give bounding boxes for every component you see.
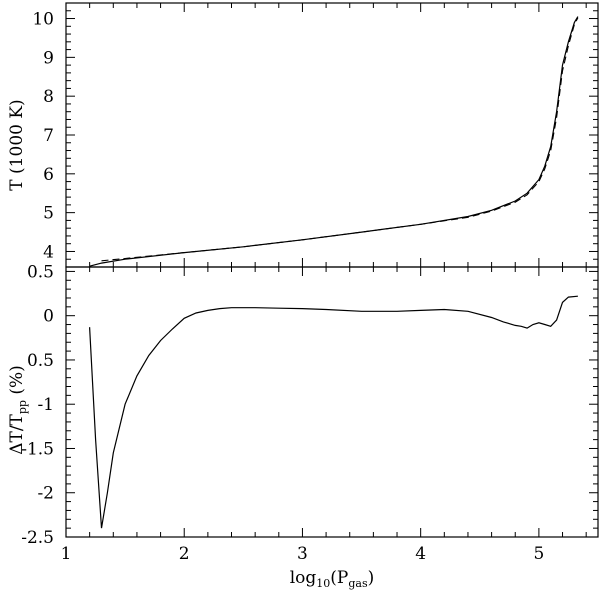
- bottom-y-title-sub: pp: [16, 400, 29, 414]
- bottom-y-tick-label: 0.5: [27, 262, 54, 282]
- bottom-y-tick-label: -2: [37, 484, 54, 504]
- x-tick-label: 3: [297, 544, 308, 564]
- bottom-y-tick-label: -2.5: [21, 528, 54, 548]
- top-panel-frame: [65, 2, 599, 268]
- bottom-series: [89, 295, 578, 529]
- top-y-tick-label: 4: [43, 242, 54, 262]
- x-tick-label: 5: [533, 544, 544, 564]
- bottom-y-title-end: (%): [7, 365, 27, 400]
- bottom-y-tick-label: -1: [37, 395, 54, 415]
- x-title-mid: (P: [330, 568, 348, 588]
- top-y-tick-label: 9: [43, 48, 54, 68]
- top-y-tick-label: 5: [43, 204, 54, 224]
- top-series: [89, 16, 579, 267]
- x-title-main: log: [290, 568, 317, 588]
- bottom-ticks: 1 2 3 4 5 0.5 0 0.5 -1 -1.5 -2 -2.5: [21, 262, 598, 564]
- x-tick-label: 4: [415, 544, 426, 564]
- bottom-y-title-main: ΔT/T: [7, 413, 27, 454]
- x-axis-title: log10(Pgas): [290, 568, 375, 590]
- bottom-y-axis-title: ΔT/Tpp (%): [7, 365, 29, 455]
- top-y-tick-label: 6: [43, 165, 54, 185]
- bottom-y-tick-label: 0.5: [27, 351, 54, 371]
- top-y-tick-label: 10: [32, 10, 54, 30]
- top-y-axis-title: T (1000 K): [7, 99, 27, 190]
- x-title-sub1: 10: [316, 577, 330, 590]
- bottom-y-tick-label: 0: [43, 307, 54, 327]
- x-tick-label: 1: [61, 544, 72, 564]
- x-tick-label: 2: [179, 544, 190, 564]
- top-y-tick-label: 8: [43, 87, 54, 107]
- bottom-y-tick-label: -1.5: [21, 439, 54, 459]
- bottom-panel-frame: [65, 266, 599, 538]
- bottom-series-solid-line: [89, 295, 578, 529]
- top-series-solid-line: [89, 16, 579, 267]
- x-title-end: ): [368, 568, 375, 588]
- top-ticks: 4 5 6 7 8 9 10: [32, 3, 598, 267]
- x-title-sub2: gas: [348, 577, 368, 590]
- top-series-dashed-line: [101, 17, 579, 262]
- top-y-tick-label: 7: [43, 126, 54, 146]
